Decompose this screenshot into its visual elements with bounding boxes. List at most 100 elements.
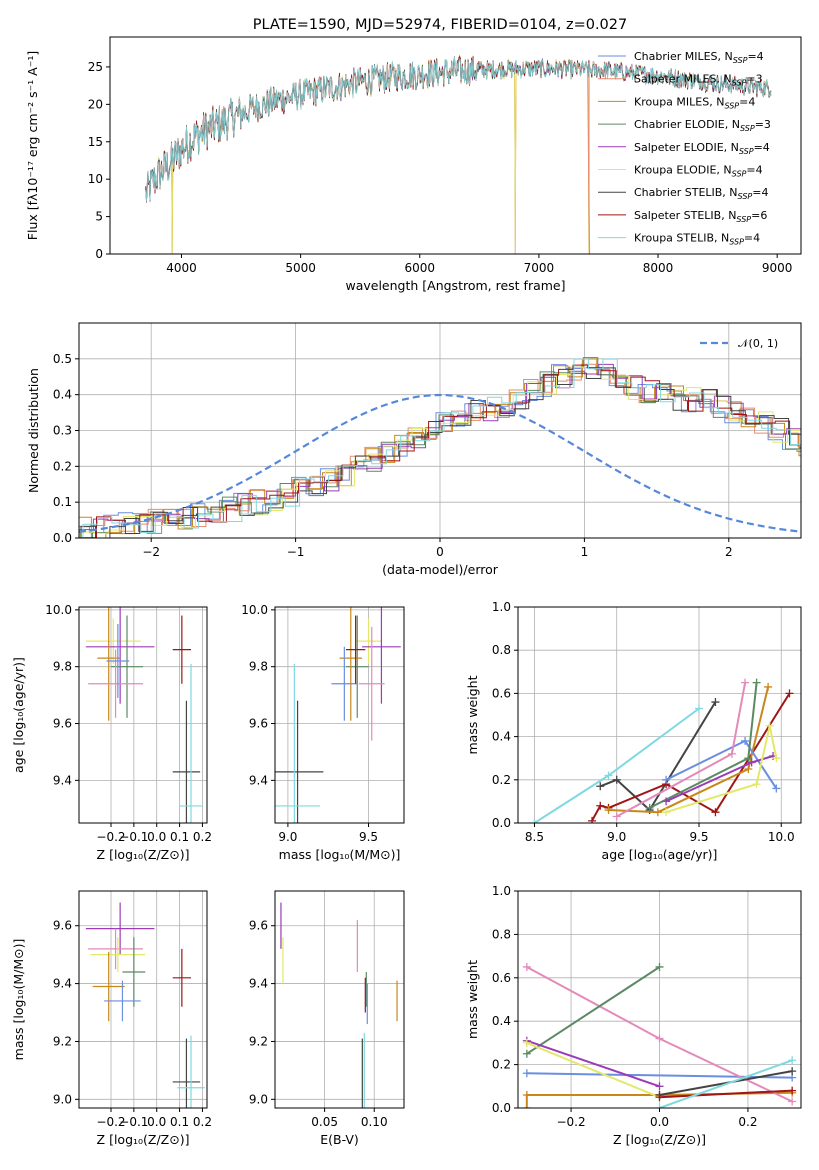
legend-entry: Chabrier ELODIE, NSSP=3 (634, 118, 771, 133)
hist-chabrier_elodie (79, 357, 801, 538)
y-tick-label: 9.4 (249, 977, 268, 991)
x-tick-label: 0.10 (361, 1115, 388, 1129)
x-tick-label: −0.1 (119, 830, 148, 844)
x-tick-label: −0.2 (556, 1115, 585, 1129)
axes-frame (109, 36, 802, 255)
axes-residuals: −2 −1 0 1 2 0.0 0.1 0.2 0.3 0.4 0.5 (data-model)/er… (26, 322, 802, 577)
weight-marker (788, 1086, 797, 1095)
legend-entry: Chabrier STELIB, NSSP=4 (634, 186, 768, 201)
weight-marker (744, 765, 753, 773)
y-tick-label: 0.6 (492, 686, 511, 700)
spectrum-line-salpeter_miles (145, 55, 590, 254)
x-tick-label: 6000 (404, 261, 435, 275)
weight-marker (596, 782, 605, 791)
plot-area-age_vs_Z (85, 607, 203, 823)
legend-entry: Salpeter MILES, NSSP=3 (634, 73, 763, 88)
y-tick-label: 9.6 (53, 717, 72, 731)
x-tick-label: −0.1 (119, 1115, 148, 1129)
plot-area-spectrum (145, 54, 772, 254)
weight-marker (522, 962, 531, 971)
weight-marker (788, 1097, 797, 1106)
x-tick-label: −0.2 (96, 830, 125, 844)
weight-marker (662, 808, 671, 817)
weight-marker (662, 797, 671, 806)
spectrum-line-kroupa_stelib (145, 57, 772, 202)
weight-line-kroupa_elodie (526, 1041, 660, 1099)
axes-spectrum: 4000 5000 6000 7000 8000 9000 0 5 10 15 20 25 wavele… (25, 36, 802, 293)
axes-frame (78, 606, 208, 824)
weight-line-salpeter_stelib (591, 692, 791, 822)
x-axis-label: mass [log₁₀(M/M⊙)] (279, 847, 401, 862)
frame-residuals: −2 −1 0 1 2 0.0 0.1 0.2 0.3 0.4 0.5 (data-model)/er… (26, 322, 802, 577)
weight-marker (522, 1069, 531, 1078)
x-tick-label: 1 (581, 545, 589, 559)
weight-marker (655, 1034, 664, 1043)
x-tick-label: −0.2 (96, 1115, 125, 1129)
weight-marker (522, 1104, 531, 1108)
y-tick-label: 0.0 (53, 531, 72, 545)
x-tick-label: 4000 (166, 261, 197, 275)
x-tick-label: 9.0 (278, 830, 297, 844)
legend-entry: Salpeter ELODIE, NSSP=4 (634, 141, 770, 156)
x-axis-label: Z [log₁₀(Z/Z⊙)] (97, 847, 190, 862)
y-tick-label: 0.4 (492, 730, 511, 744)
y-tick-label: 10.0 (241, 603, 268, 617)
hist-kroupa_stelib (82, 358, 801, 538)
axes-frame (517, 606, 802, 824)
hist-salpeter_elodie (79, 363, 801, 538)
x-tick-label: 0.05 (311, 1115, 338, 1129)
x-axis-label: wavelength [Angstrom, rest frame] (345, 278, 565, 293)
weight-marker (604, 806, 613, 815)
x-tick-label: −1 (287, 545, 305, 559)
y-tick-label: 5 (95, 210, 103, 224)
weight-marker (788, 1056, 797, 1065)
y-tick-label: 10.0 (45, 603, 72, 617)
x-axis-label: Z [log₁₀(Z/Z⊙)] (97, 1132, 190, 1147)
weight-marker (662, 775, 671, 784)
frame-weight_vs_age: 8.5 9.0 9.5 10.0 0.0 0.2 0.4 0.6 0.8 1.0 age [log₁… (465, 600, 802, 862)
figure-title: PLATE=1590, MJD=52974, FIBERID=0104, z=0… (253, 17, 627, 33)
y-axis-label: age [log₁₀(age/yr)] (11, 657, 26, 773)
plot-area-mass_vs_Z (85, 902, 205, 1108)
x-tick-label: 0.1 (170, 1115, 189, 1129)
y-tick-label: 0.5 (53, 352, 72, 366)
y-tick-label: 9.4 (53, 773, 72, 787)
weight-marker (612, 775, 621, 784)
weight-marker (655, 1082, 664, 1091)
x-tick-label: 9.0 (607, 830, 626, 844)
y-tick-label: 0.8 (492, 927, 511, 941)
spectrum-drop (587, 72, 591, 254)
legend-entry: Kroupa MILES, NSSP=4 (634, 95, 755, 110)
legend-entry: Chabrier MILES, NSSP=4 (634, 50, 764, 65)
weight-marker (522, 1038, 531, 1047)
legend-entry: Kroupa ELODIE, NSSP=4 (634, 164, 763, 179)
weight-marker (752, 678, 761, 687)
weight-line-salpeter_stelib (659, 1089, 793, 1099)
weight-marker (772, 784, 781, 793)
y-tick-label: 0.2 (492, 1058, 511, 1072)
legend: Chabrier MILES, NSSP=4 Salpeter MILES, NS… (598, 50, 771, 247)
y-tick-label: 0.4 (53, 388, 72, 402)
y-axis-label: mass weight (465, 960, 480, 1039)
weight-marker (788, 1067, 797, 1076)
frame-age_vs_mass: 9.0 9.5 9.4 9.6 9.8 10.0 mass [log₁₀(M/M⊙)] (241, 603, 405, 862)
axes-weight_vs_age: 8.5 9.0 9.5 10.0 0.0 0.2 0.4 0.6 0.8 1.0 age [log₁… (465, 600, 802, 862)
weight-marker (741, 678, 750, 687)
y-tick-label: 9.8 (53, 660, 72, 674)
y-tick-label: 9.6 (249, 919, 268, 933)
y-tick-label: 9.6 (249, 717, 268, 731)
hist-chabrier_stelib (80, 367, 801, 538)
y-tick-label: 0.1 (53, 495, 72, 509)
weight-marker (655, 1104, 664, 1108)
y-tick-label: 1.0 (492, 884, 511, 898)
frame-mass_vs_EBV: 0.05 0.10 9.0 9.2 9.4 9.6 E(B-V) (249, 890, 405, 1147)
weight-marker (785, 689, 794, 698)
x-tick-label: 7000 (524, 261, 555, 275)
axes-mass_vs_EBV: 0.05 0.10 9.0 9.2 9.4 9.6 E(B-V) (249, 890, 405, 1147)
x-tick-label: 9.5 (359, 830, 378, 844)
x-tick-label: 10.0 (768, 830, 795, 844)
weight-marker (588, 816, 597, 823)
weight-marker (711, 698, 720, 707)
weight-marker (612, 812, 621, 821)
